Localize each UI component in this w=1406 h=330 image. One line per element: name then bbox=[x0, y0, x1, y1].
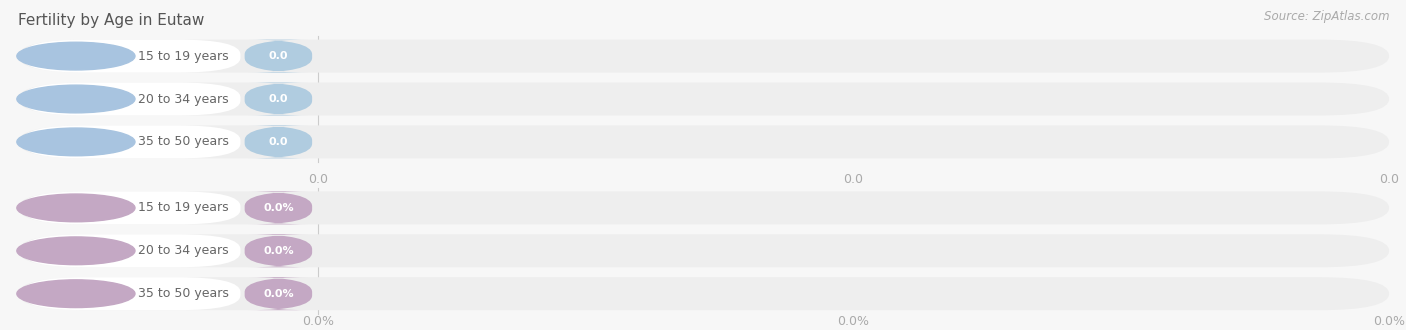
Text: Source: ZipAtlas.com: Source: ZipAtlas.com bbox=[1264, 10, 1389, 23]
Text: 35 to 50 years: 35 to 50 years bbox=[138, 135, 229, 148]
FancyBboxPatch shape bbox=[22, 82, 240, 116]
FancyBboxPatch shape bbox=[18, 40, 1389, 73]
FancyBboxPatch shape bbox=[245, 191, 312, 224]
FancyBboxPatch shape bbox=[22, 125, 240, 158]
FancyBboxPatch shape bbox=[22, 277, 240, 310]
Text: Fertility by Age in Eutaw: Fertility by Age in Eutaw bbox=[18, 13, 205, 28]
Text: 0.0: 0.0 bbox=[844, 173, 863, 186]
Text: 0.0%: 0.0% bbox=[838, 315, 869, 328]
Circle shape bbox=[17, 42, 135, 70]
Circle shape bbox=[17, 280, 135, 308]
FancyBboxPatch shape bbox=[245, 234, 312, 267]
FancyBboxPatch shape bbox=[18, 191, 1389, 224]
FancyBboxPatch shape bbox=[18, 277, 1389, 310]
FancyBboxPatch shape bbox=[18, 82, 1389, 116]
Text: 35 to 50 years: 35 to 50 years bbox=[138, 287, 229, 300]
FancyBboxPatch shape bbox=[245, 40, 312, 73]
FancyBboxPatch shape bbox=[22, 40, 240, 73]
FancyBboxPatch shape bbox=[245, 125, 312, 158]
Circle shape bbox=[17, 237, 135, 265]
Circle shape bbox=[17, 194, 135, 222]
FancyBboxPatch shape bbox=[18, 234, 1389, 267]
FancyBboxPatch shape bbox=[18, 125, 1389, 158]
Text: 0.0%: 0.0% bbox=[302, 315, 333, 328]
FancyBboxPatch shape bbox=[245, 82, 312, 116]
Text: 0.0%: 0.0% bbox=[1374, 315, 1405, 328]
Circle shape bbox=[17, 128, 135, 156]
Text: 20 to 34 years: 20 to 34 years bbox=[138, 92, 228, 106]
Text: 0.0: 0.0 bbox=[308, 173, 328, 186]
FancyBboxPatch shape bbox=[22, 234, 240, 267]
Text: 0.0%: 0.0% bbox=[263, 246, 294, 256]
Text: 15 to 19 years: 15 to 19 years bbox=[138, 201, 228, 214]
Text: 20 to 34 years: 20 to 34 years bbox=[138, 244, 228, 257]
Circle shape bbox=[17, 85, 135, 113]
Text: 0.0: 0.0 bbox=[269, 51, 288, 61]
FancyBboxPatch shape bbox=[22, 191, 240, 224]
Text: 15 to 19 years: 15 to 19 years bbox=[138, 50, 228, 63]
Text: 0.0%: 0.0% bbox=[263, 203, 294, 213]
Text: 0.0%: 0.0% bbox=[263, 289, 294, 299]
Text: 0.0: 0.0 bbox=[269, 137, 288, 147]
Text: 0.0: 0.0 bbox=[269, 94, 288, 104]
FancyBboxPatch shape bbox=[245, 277, 312, 310]
Text: 0.0: 0.0 bbox=[1379, 173, 1399, 186]
